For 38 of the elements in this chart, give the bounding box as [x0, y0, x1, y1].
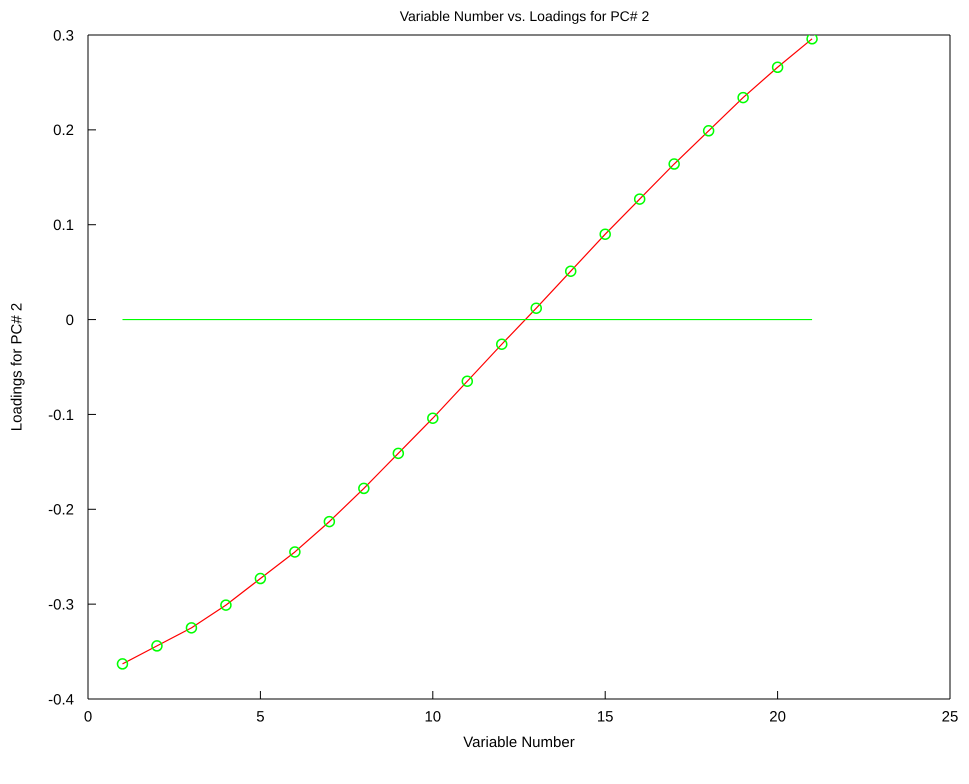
y-tick-label: 0.3	[53, 27, 74, 44]
y-tick-label: -0.1	[48, 406, 74, 424]
point	[462, 375, 474, 387]
x-tick-label: 10	[424, 708, 442, 726]
point	[564, 265, 576, 277]
point	[496, 338, 508, 350]
chart-title: Variable Number vs. Loadings for PC# 2	[398, 8, 650, 24]
x-tick-label: 20	[769, 708, 786, 726]
point	[324, 516, 336, 528]
y-tick-label: 0.1	[53, 217, 74, 234]
x-tick-label: 15	[596, 708, 614, 726]
x-tick-label: 25	[942, 708, 958, 726]
point	[151, 640, 163, 652]
point	[358, 482, 370, 494]
point	[772, 62, 784, 73]
point	[806, 35, 818, 45]
point	[254, 572, 266, 584]
point	[668, 158, 680, 170]
x-axis-title: Variable Number	[463, 734, 575, 751]
y-tick-label: -0.3	[48, 596, 74, 614]
point	[427, 412, 439, 424]
y-tick-label: 0	[66, 312, 74, 329]
y-axis-title: Loadings for PC# 2	[8, 302, 26, 432]
point	[220, 599, 232, 611]
point	[392, 448, 404, 460]
point	[634, 193, 646, 205]
point	[186, 622, 198, 634]
point	[702, 125, 714, 137]
y-tick-label: -0.2	[48, 502, 74, 519]
point	[289, 546, 301, 558]
point	[116, 658, 128, 670]
point	[530, 302, 542, 314]
point	[737, 92, 749, 104]
x-tick-label: 0	[84, 708, 92, 726]
y-tick-label: 0.2	[53, 122, 74, 140]
x-tick-label: 5	[256, 708, 265, 726]
y-tick-label: -0.4	[48, 691, 74, 708]
point	[599, 228, 611, 240]
